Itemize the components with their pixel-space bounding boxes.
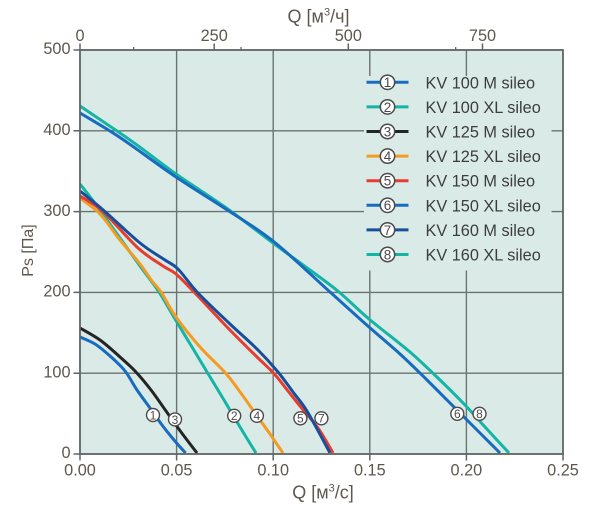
svg-text:5: 5 bbox=[297, 412, 304, 426]
svg-text:0.15: 0.15 bbox=[354, 462, 386, 480]
svg-text:0: 0 bbox=[75, 27, 84, 45]
svg-text:KV 160 M sileo: KV 160 M sileo bbox=[426, 222, 536, 240]
svg-text:7: 7 bbox=[318, 412, 325, 426]
svg-text:500: 500 bbox=[43, 40, 70, 58]
svg-text:2: 2 bbox=[384, 100, 392, 115]
svg-text:4: 4 bbox=[254, 409, 261, 423]
svg-text:3: 3 bbox=[172, 413, 179, 427]
svg-text:0: 0 bbox=[61, 444, 70, 462]
svg-text:100: 100 bbox=[43, 363, 70, 381]
svg-text:6: 6 bbox=[454, 407, 461, 421]
svg-text:KV 150 M sileo: KV 150 M sileo bbox=[426, 173, 536, 191]
svg-text:2: 2 bbox=[231, 409, 238, 423]
svg-text:0.25: 0.25 bbox=[547, 462, 579, 480]
svg-text:Q [м3/ч]: Q [м3/ч] bbox=[288, 7, 350, 27]
svg-text:250: 250 bbox=[201, 27, 228, 45]
svg-text:KV 150 XL sileo: KV 150 XL sileo bbox=[426, 197, 541, 215]
svg-text:7: 7 bbox=[384, 223, 392, 238]
svg-text:200: 200 bbox=[43, 283, 70, 301]
svg-text:KV 125 XL sileo: KV 125 XL sileo bbox=[426, 148, 541, 166]
svg-text:0.05: 0.05 bbox=[161, 462, 193, 480]
svg-text:KV 100 M sileo: KV 100 M sileo bbox=[426, 74, 536, 92]
svg-text:KV 160 XL sileo: KV 160 XL sileo bbox=[426, 247, 541, 265]
svg-text:Q [м3/с]: Q [м3/с] bbox=[292, 483, 354, 503]
svg-text:5: 5 bbox=[384, 174, 392, 189]
svg-text:0.20: 0.20 bbox=[451, 462, 483, 480]
svg-text:750: 750 bbox=[469, 27, 496, 45]
svg-text:KV 100 XL sileo: KV 100 XL sileo bbox=[426, 99, 541, 117]
svg-text:0.00: 0.00 bbox=[64, 462, 96, 480]
svg-text:300: 300 bbox=[43, 202, 70, 220]
svg-text:1: 1 bbox=[384, 75, 392, 90]
svg-text:500: 500 bbox=[335, 27, 362, 45]
svg-text:8: 8 bbox=[476, 407, 483, 421]
svg-text:KV 125 M sileo: KV 125 M sileo bbox=[426, 124, 536, 142]
svg-text:8: 8 bbox=[384, 247, 392, 262]
svg-text:6: 6 bbox=[384, 198, 392, 213]
svg-text:Ps [Па]: Ps [Па] bbox=[20, 224, 37, 276]
svg-text:4: 4 bbox=[384, 149, 392, 164]
svg-text:1: 1 bbox=[150, 408, 157, 422]
svg-text:0.10: 0.10 bbox=[257, 462, 289, 480]
svg-text:3: 3 bbox=[384, 124, 392, 139]
svg-text:400: 400 bbox=[43, 121, 70, 139]
